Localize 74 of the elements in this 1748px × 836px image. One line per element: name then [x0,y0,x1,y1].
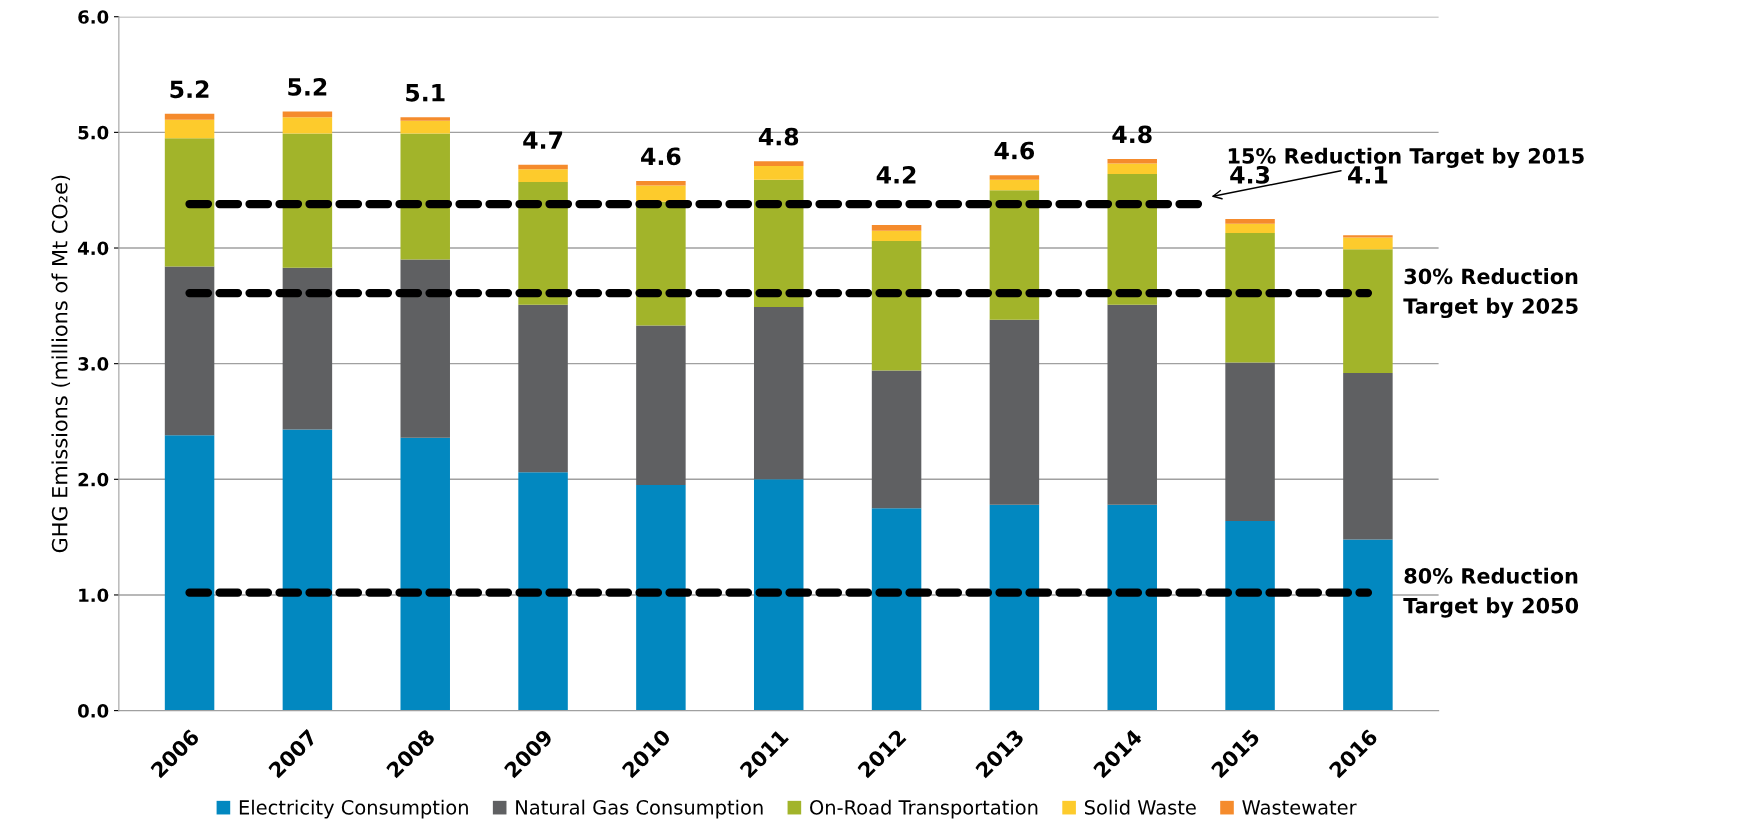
bar [753,306,804,480]
ref-line-label: 80% Reduction Target by 2050 [1403,567,1579,618]
total-label: 4.6 [641,147,681,166]
bar [1225,520,1275,711]
bar [164,138,215,267]
legend-label: Electricity Consumption [239,799,468,819]
bar [989,504,1040,711]
total-label: 4.1 [1348,166,1388,184]
bar [1225,232,1275,363]
y-tick-label: 1.0 [79,588,109,603]
bar [1343,235,1393,238]
total-label: 4.3 [1230,165,1270,184]
bar [989,175,1040,180]
bar [1225,219,1275,224]
bar [871,230,922,242]
bar [400,259,450,438]
total-label: 4.8 [758,127,799,146]
bar [636,325,686,486]
legend-label: Natural Gas Consumption [516,799,763,819]
bar [989,319,1040,505]
bar [518,169,568,183]
bar [164,435,215,711]
bar [871,370,922,509]
total-label: 4.6 [994,141,1035,160]
ref-line-label: 30% Reduction Target by 2025 [1403,268,1578,319]
bar [400,437,450,711]
bar [1107,174,1157,305]
bar [164,113,215,120]
bar [871,224,922,231]
bar [636,485,686,711]
bar [871,241,922,371]
y-tick-label: 6.0 [78,10,109,24]
bar [871,508,922,711]
bar [164,119,215,139]
bar [400,133,450,260]
bar [1225,362,1275,521]
legend-label: On-Road Transportation [810,799,1038,819]
total-label: 5.1 [406,84,445,102]
y-axis-title: GHG Emissions (millions of Mt CO₂e) [51,175,71,553]
bar [1343,372,1393,540]
total-label: 5.2 [170,80,209,99]
bar [164,266,215,436]
bar [282,117,333,134]
y-tick-label: 2.0 [78,472,109,487]
y-tick-label: 4.0 [77,241,109,256]
total-label: 4.7 [523,131,563,149]
bar [989,179,1040,191]
bar [1107,304,1157,505]
bar [753,161,804,166]
bar [1343,237,1393,250]
y-tick-label: 0.0 [78,704,109,718]
bar [636,180,686,186]
y-tick-label: 5.0 [78,125,109,140]
bar [400,120,450,134]
bar [1107,158,1157,164]
bar [1343,249,1393,373]
total-label: 5.2 [288,78,327,96]
bar [282,429,333,711]
bar [1107,163,1157,174]
bar [1343,539,1393,711]
bar [518,472,568,711]
legend-label: Wastewater [1242,800,1357,815]
total-label: 4.8 [1112,125,1152,144]
bar [400,117,450,121]
y-tick-label: 3.0 [78,357,109,371]
legend-label: Solid Waste [1084,799,1196,815]
bar [282,267,333,430]
total-label: 4.2 [876,165,916,184]
bar [518,304,568,473]
bar [753,479,804,711]
bar [753,165,804,180]
bar [1225,223,1275,233]
bar [282,133,333,268]
bar [1107,504,1157,711]
